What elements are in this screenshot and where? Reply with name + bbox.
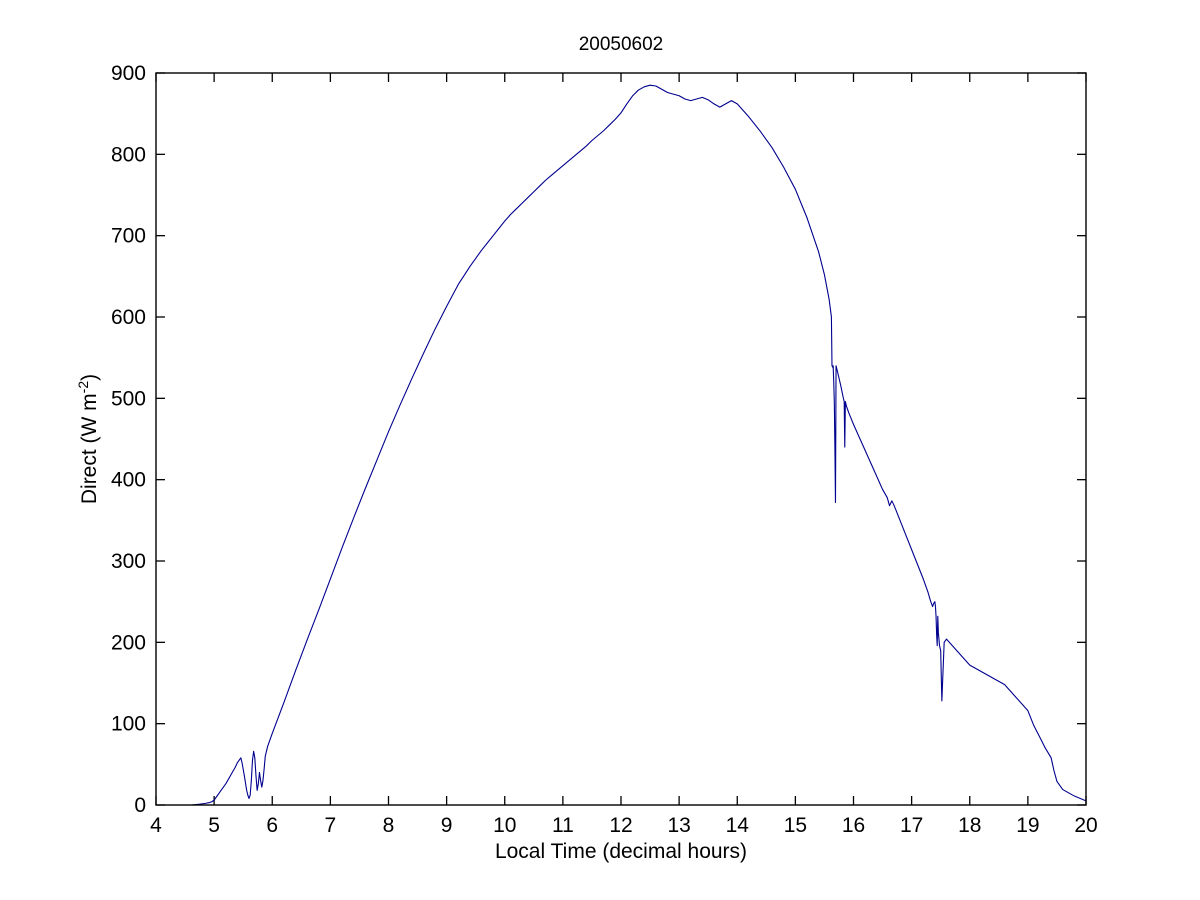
y-tick-label: 200 xyxy=(111,631,146,654)
x-tick-label: 18 xyxy=(958,814,981,837)
x-tick-label: 14 xyxy=(726,814,750,837)
chart-title: 20050602 xyxy=(579,34,664,55)
y-tick-label: 800 xyxy=(111,143,146,166)
x-tick-label: 16 xyxy=(842,814,865,837)
x-tick-label: 8 xyxy=(383,814,395,837)
x-axis-label: Local Time (decimal hours) xyxy=(495,840,747,863)
x-tick-label: 19 xyxy=(1016,814,1039,837)
plot-background xyxy=(156,73,1086,805)
y-axis-label-main: Direct (W m xyxy=(78,393,101,504)
y-tick-label: 100 xyxy=(111,713,146,736)
y-axis-label: Direct (W m-2) xyxy=(75,374,101,504)
x-tick-label: 10 xyxy=(493,814,516,837)
y-axis-label-group: Direct (W m-2) xyxy=(75,374,101,504)
x-tick-label: 9 xyxy=(441,814,453,837)
y-tick-label: 400 xyxy=(111,469,146,492)
x-tick-label: 6 xyxy=(266,814,278,837)
x-tick-label: 4 xyxy=(150,814,162,837)
x-tick-label: 17 xyxy=(900,814,923,837)
x-tick-label: 7 xyxy=(325,814,337,837)
x-tick-label: 11 xyxy=(552,814,574,837)
y-tick-label: 300 xyxy=(111,550,146,573)
x-axis-tick-labels: 4 5 6 7 8 9 10 11 12 13 14 15 16 17 18 19 20 xyxy=(150,814,1098,837)
y-axis-label-tail: ) xyxy=(78,374,101,381)
x-tick-label: 15 xyxy=(784,814,807,837)
x-tick-label: 13 xyxy=(667,814,690,837)
x-tick-label: 5 xyxy=(208,814,220,837)
y-tick-label: 600 xyxy=(111,306,146,329)
y-axis-label-superscript: -2 xyxy=(75,381,91,394)
y-tick-label: 500 xyxy=(111,387,146,410)
x-tick-label: 20 xyxy=(1074,814,1097,837)
y-tick-label: 700 xyxy=(111,225,146,248)
axis-ticks xyxy=(155,72,1087,806)
y-axis-tick-labels: 0 100 200 300 400 500 600 700 800 900 xyxy=(111,62,146,817)
data-series-line xyxy=(155,84,1087,806)
y-tick-label: 900 xyxy=(111,62,146,85)
y-tick-label: 0 xyxy=(134,794,146,817)
plot-frame-box xyxy=(155,72,1087,806)
x-tick-label: 12 xyxy=(609,814,632,837)
